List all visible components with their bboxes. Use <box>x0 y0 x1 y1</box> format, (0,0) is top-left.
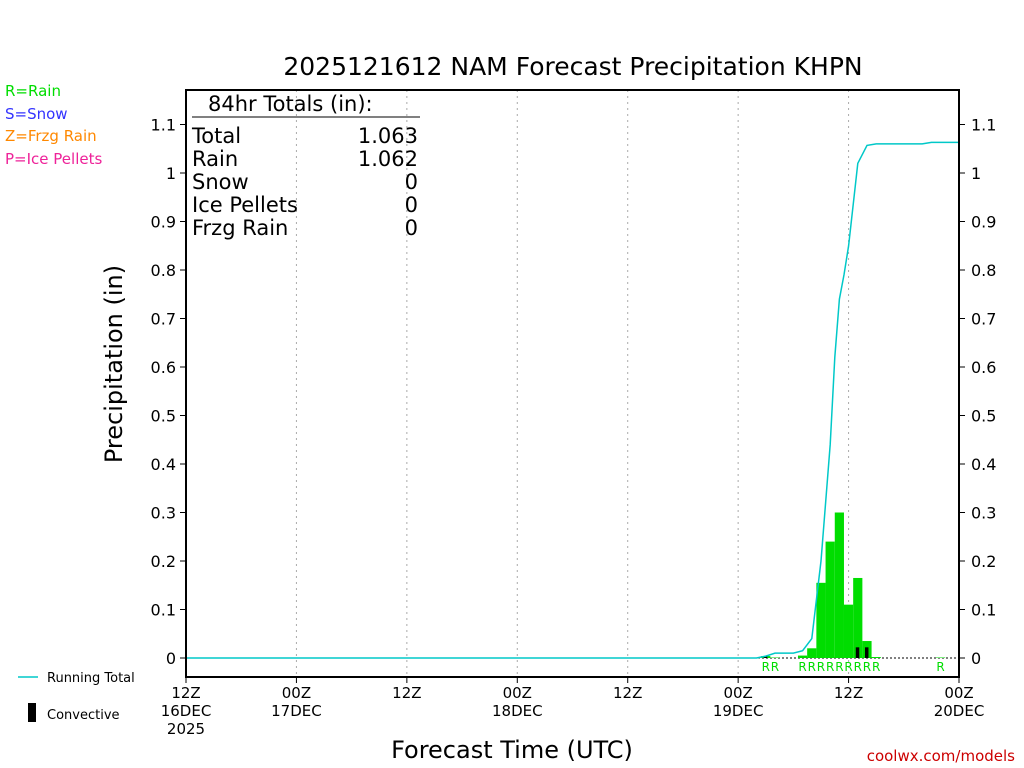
y-tick-label-right: 0.2 <box>971 552 996 571</box>
totals-rain-value: 1.062 <box>358 147 418 171</box>
legend-rain: R=Rain <box>5 82 61 100</box>
x-tick-label: 00Z <box>503 684 532 702</box>
x-tick-label: 17DEC <box>271 702 322 720</box>
credit-text: coolwx.com/models <box>867 747 1015 765</box>
rain-bar <box>871 657 881 658</box>
totals-snow-label: Snow <box>192 170 249 194</box>
axis-ticks: 0 00.1 0.10.2 0.20.3 0.30.4 0.40.5 0.50.6 0.60.… <box>151 116 997 739</box>
rain-bar <box>825 541 835 658</box>
totals-frzg-label: Frzg Rain <box>192 216 288 240</box>
totals-ice-label: Ice Pellets <box>192 193 298 217</box>
legend-snow: S=Snow <box>5 105 68 123</box>
rain-bar <box>853 577 863 658</box>
totals-total-value: 1.063 <box>358 124 418 148</box>
running-total-line <box>186 141 959 659</box>
y-tick-label-right: 1 <box>971 164 981 183</box>
totals-ice-value: 0 <box>405 193 418 217</box>
y-tick-label-left: 0 <box>166 649 176 668</box>
legend-ice-pellets: P=Ice Pellets <box>5 150 102 168</box>
plot-frame <box>185 89 960 678</box>
y-tick-label-right: 0.9 <box>971 213 996 232</box>
y-tick-label-right: 0 <box>971 649 981 668</box>
convective-layer <box>763 647 869 658</box>
y-tick-label-right: 0.6 <box>971 358 996 377</box>
convective-bar <box>855 647 860 658</box>
y-tick-label-left: 1.1 <box>151 116 176 135</box>
x-tick-label: 00Z <box>723 684 752 702</box>
x-tick-label: 00Z <box>944 684 973 702</box>
x-tick-label: 19DEC <box>713 702 764 720</box>
y-tick-label-right: 1.1 <box>971 116 996 135</box>
rain-bar <box>935 657 946 659</box>
x-tick-label: 12Z <box>613 684 642 702</box>
x-tick-label: 12Z <box>392 684 421 702</box>
precip-type-marker: R <box>817 660 825 674</box>
precip-type-marker: R <box>863 660 871 674</box>
y-tick-label-left: 0.9 <box>151 213 176 232</box>
totals-snow-value: 0 <box>405 170 418 194</box>
rain-bar <box>816 582 826 658</box>
x-tick-label: 16DEC <box>161 702 212 720</box>
y-tick-label-left: 0.2 <box>151 552 176 571</box>
bottom-legend: Running Total Convective <box>18 671 135 723</box>
precip-type-marker: R <box>771 660 779 674</box>
legend-frzg-rain: Z=Frzg Rain <box>5 127 97 145</box>
precip-type-legend: R=Rain S=Snow Z=Frzg Rain P=Ice Pellets <box>5 82 102 168</box>
precip-type-marker: R <box>835 660 843 674</box>
x-tick-label: 00Z <box>282 684 311 702</box>
convective-legend: Convective <box>47 708 120 723</box>
y-tick-label-left: 0.4 <box>151 455 176 474</box>
totals-total-label: Total <box>191 124 241 148</box>
rain-bar <box>770 657 780 659</box>
y-tick-label-right: 0.8 <box>971 261 996 280</box>
y-tick-label-right: 0.4 <box>971 455 996 474</box>
y-tick-label-left: 0.3 <box>151 504 176 523</box>
convective-swatch <box>28 703 36 722</box>
precip-type-marker: R <box>872 660 880 674</box>
totals-heading: 84hr Totals (in): <box>208 92 373 116</box>
y-tick-label-left: 0.1 <box>151 601 176 620</box>
y-tick-label-left: 1 <box>166 164 176 183</box>
y-tick-label-right: 0.1 <box>971 601 996 620</box>
x-tick-label: 12Z <box>834 684 863 702</box>
precip-type-marker: R <box>844 660 852 674</box>
precip-type-marker: R <box>808 660 816 674</box>
precip-type-marker: R <box>826 660 834 674</box>
precip-type-marker: R <box>798 660 806 674</box>
totals-frzg-value: 0 <box>405 216 418 240</box>
y-tick-label-right: 0.3 <box>971 504 996 523</box>
y-tick-label-left: 0.7 <box>151 310 176 329</box>
convective-bar <box>864 647 869 658</box>
rain-bar <box>843 604 854 658</box>
rain-bar <box>797 655 808 658</box>
x-tick-label: 18DEC <box>492 702 543 720</box>
precip-type-marker: R <box>762 660 770 674</box>
totals-box: 84hr Totals (in): Total 1.063 Rain 1.062… <box>191 92 420 240</box>
rain-bar <box>834 512 844 658</box>
chart-title: 2025121612 NAM Forecast Precipitation KH… <box>283 52 862 81</box>
precip-type-marker: R <box>936 660 944 674</box>
running-total-legend: Running Total <box>47 671 135 686</box>
x-tick-label: 2025 <box>167 720 205 738</box>
totals-rain-label: Rain <box>192 147 238 171</box>
y-tick-label-left: 0.5 <box>151 407 176 426</box>
y-tick-label-left: 0.6 <box>151 358 176 377</box>
y-tick-label-right: 0.7 <box>971 310 996 329</box>
precip-type-marker: R <box>854 660 862 674</box>
y-tick-label-left: 0.8 <box>151 261 176 280</box>
running-total-layer <box>186 141 959 659</box>
y-axis-label: Precipitation (in) <box>100 265 128 463</box>
x-axis-label: Forecast Time (UTC) <box>391 736 633 764</box>
rain-bar <box>807 648 817 658</box>
x-tick-label: 20DEC <box>934 702 985 720</box>
x-tick-label: 12Z <box>171 684 200 702</box>
bars-layer <box>761 512 946 659</box>
convective-bar <box>763 656 768 658</box>
y-tick-label-right: 0.5 <box>971 407 996 426</box>
